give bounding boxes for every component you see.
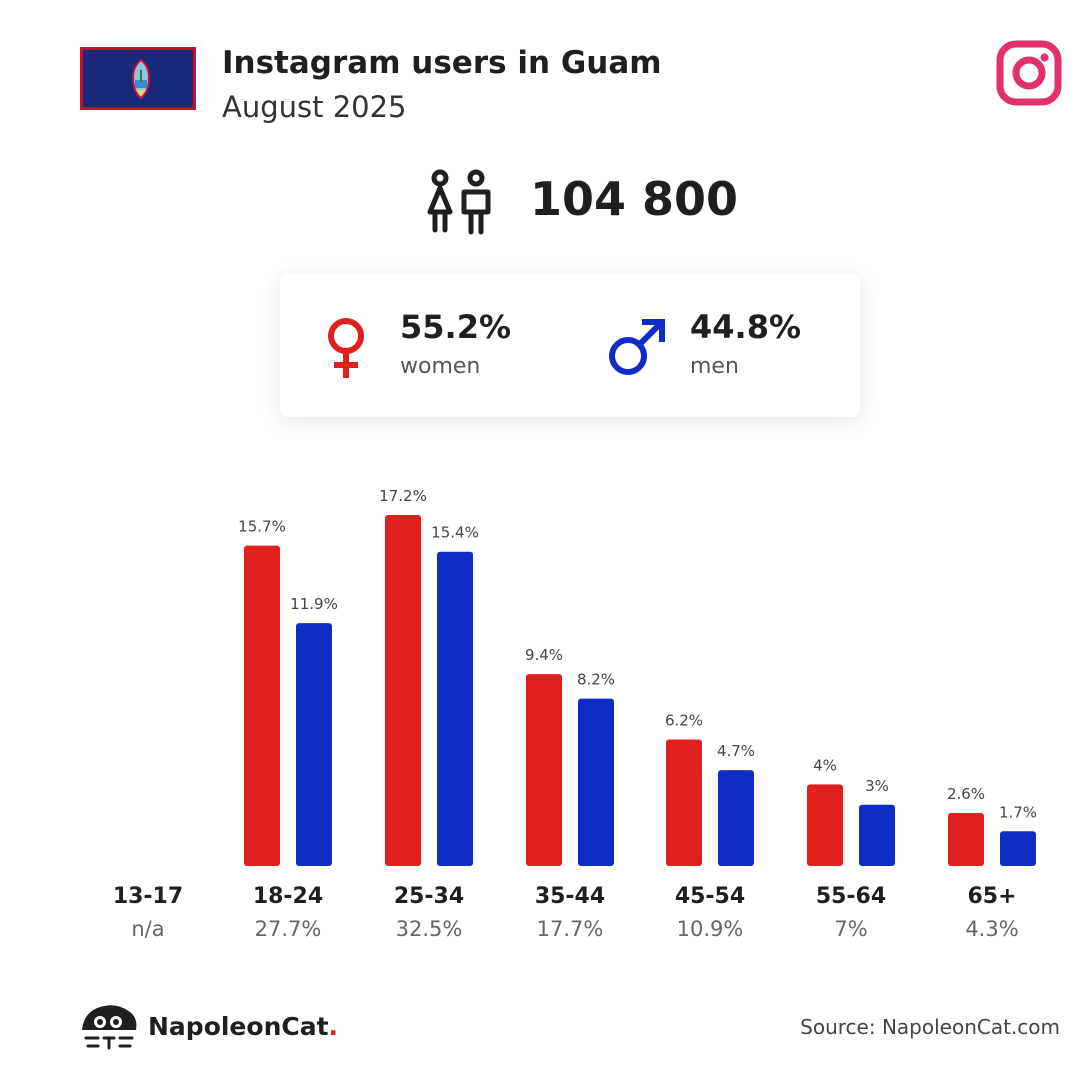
bar-value-label: 9.4% <box>525 646 563 664</box>
age-group-name: 25-34 <box>393 884 465 909</box>
male-symbol-icon <box>606 318 666 382</box>
bar-value-label: 3% <box>865 777 889 795</box>
page-subtitle: August 2025 <box>222 90 407 124</box>
people-icon <box>422 168 494 238</box>
bar-women-55-64 <box>807 784 843 866</box>
brand-name: NapoleonCat. <box>148 1012 338 1041</box>
bar-women-65+ <box>948 812 984 866</box>
age-group: 65+ 4.3% <box>922 884 1062 941</box>
age-group-share: 7% <box>834 917 868 941</box>
bar-men-65+ <box>1000 831 1036 866</box>
bar-men-18-24 <box>296 623 332 866</box>
bar-value-label: 8.2% <box>577 671 615 689</box>
bar-value-label: 6.2% <box>665 711 703 729</box>
age-group-name: 65+ <box>967 884 1017 909</box>
bar-value-label: 4.7% <box>717 742 755 760</box>
bar-men-35-44 <box>578 698 614 866</box>
age-group-share: 10.9% <box>676 917 744 941</box>
bar-women-35-44 <box>526 674 562 866</box>
brand-text: NapoleonCat <box>148 1012 329 1041</box>
age-group-name: 55-64 <box>815 884 887 909</box>
brand-dot: . <box>328 1012 339 1041</box>
instagram-icon <box>996 40 1062 106</box>
age-group-share: n/a <box>131 917 165 941</box>
female-symbol-icon <box>322 316 370 384</box>
total-users: 104 800 <box>530 172 739 226</box>
bar-value-label: 4% <box>813 756 837 774</box>
age-group: 35-44 17.7% <box>500 884 640 941</box>
bar-women-18-24 <box>244 545 280 866</box>
women-percentage: 55.2% <box>400 308 512 346</box>
bar-value-label: 15.7% <box>238 518 286 536</box>
age-group-name: 13-17 <box>112 884 184 909</box>
age-group: 55-64 7% <box>781 884 921 941</box>
napoleoncat-logo-icon <box>78 1000 140 1052</box>
age-group: 25-34 32.5% <box>359 884 499 941</box>
age-group-name: 45-54 <box>674 884 746 909</box>
bar-value-label: 17.2% <box>379 487 427 505</box>
men-percentage: 44.8% <box>690 308 802 346</box>
bar-women-25-34 <box>385 515 421 866</box>
bar-women-45-54 <box>666 739 702 866</box>
men-label: men <box>690 354 739 379</box>
page-title: Instagram users in Guam <box>222 45 662 81</box>
guam-flag-icon <box>80 47 196 110</box>
age-group: 45-54 10.9% <box>640 884 780 941</box>
bar-value-label: 11.9% <box>290 595 338 613</box>
bar-value-label: 15.4% <box>431 524 479 542</box>
age-group-share: 32.5% <box>395 917 463 941</box>
bar-men-45-54 <box>718 770 754 866</box>
age-group-share: 27.7% <box>254 917 322 941</box>
age-group-share: 17.7% <box>536 917 604 941</box>
bar-men-55-64 <box>859 804 895 866</box>
age-group: 18-24 27.7% <box>218 884 358 941</box>
bar-value-label: 1.7% <box>999 803 1037 821</box>
age-group-share: 4.3% <box>965 917 1019 941</box>
age-group-name: 35-44 <box>534 884 606 909</box>
women-label: women <box>400 354 481 379</box>
age-gender-bar-chart: 15.7% 11.9% 17.2% 15.4% 9.4% 8.2% 6.2% 4.7% 4% 3%… <box>238 487 1037 866</box>
bar-value-label: 2.6% <box>947 785 985 803</box>
bar-men-25-34 <box>437 551 473 866</box>
gender-card: 55.2% women 44.8% men <box>280 274 860 417</box>
age-group: 13-17 n/a <box>78 884 218 941</box>
age-group-name: 18-24 <box>252 884 324 909</box>
source-note: Source: NapoleonCat.com <box>800 1015 1060 1039</box>
